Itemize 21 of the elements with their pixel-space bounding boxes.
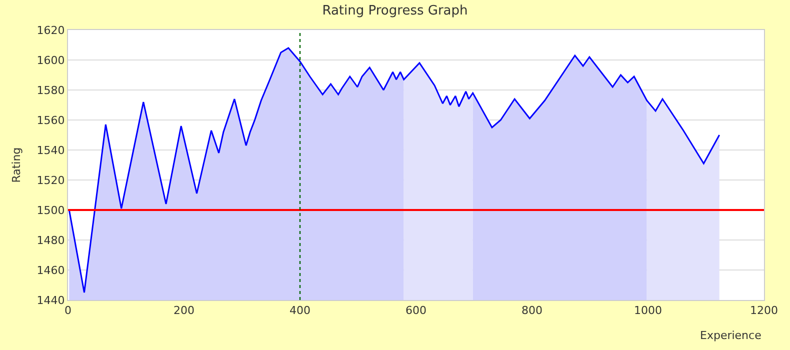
chart-title: Rating Progress Graph <box>322 3 468 18</box>
x-tick-label: 1000 <box>634 304 662 318</box>
line-series <box>68 47 720 294</box>
y-tick-label: 1560 <box>36 114 65 127</box>
x-axis-title: Experience <box>700 329 762 342</box>
y-tick-label: 1600 <box>36 54 65 67</box>
y-tick-label: 1620 <box>36 24 65 37</box>
x-tick-label: 0 <box>64 304 72 318</box>
x-tick-label: 600 <box>406 304 426 318</box>
y-tick-label: 1440 <box>36 294 65 307</box>
y-tick-label: 1540 <box>36 144 65 157</box>
x-tick-label: 400 <box>290 304 310 318</box>
y-tick-label: 1460 <box>36 264 65 277</box>
x-tick-label: 1200 <box>750 304 778 318</box>
y-axis-title: Rating <box>10 147 23 183</box>
x-tick-label: 800 <box>522 304 542 318</box>
y-tick-label: 1480 <box>36 234 65 247</box>
x-tick-label: 200 <box>174 304 194 318</box>
y-tick-label: 1500 <box>36 204 65 217</box>
y-tick-label: 1580 <box>36 84 65 97</box>
y-tick-label: 1520 <box>36 174 65 187</box>
